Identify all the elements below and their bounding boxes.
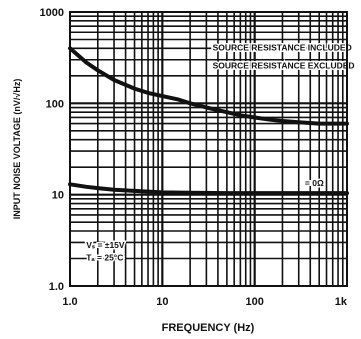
annotations: SOURCE RESISTANCE INCLUDED SOURCE RESISTA…: [85, 41, 356, 264]
annotation-label: SOURCE RESISTANCE EXCLUDED: [213, 61, 355, 71]
y-tick-label: 10: [52, 190, 64, 202]
plot-background: [70, 12, 347, 286]
annotation-label: Vₛ = ±15V: [86, 240, 125, 250]
x-tick-label: 100: [245, 296, 263, 308]
series-group: [68, 46, 349, 196]
x-tick-label: 1.0: [62, 296, 77, 308]
x-tick-label: 1k: [335, 296, 348, 308]
y-axis-title: INPUT NOISE VOLTAGE (nV/√Hz): [12, 79, 22, 220]
noise-curve: [68, 182, 349, 196]
annotation-label: = 0Ω: [305, 178, 324, 188]
y-tick-label: 100: [46, 98, 64, 110]
annotation-label: Tₐ = 25°C: [86, 253, 123, 263]
y-tick-label: 1.0: [49, 281, 64, 293]
y-tick-labels: 1.0 10 100 1000: [40, 7, 64, 293]
noise-curve: [68, 46, 349, 126]
plot-frame: [69, 11, 348, 287]
x-tick-labels: 1.0 10 100 1k: [62, 296, 348, 308]
annotation-label: SOURCE RESISTANCE INCLUDED: [213, 42, 352, 52]
y-tick-label: 1000: [40, 7, 64, 19]
x-axis-title: FREQUENCY (Hz): [162, 322, 255, 334]
x-tick-label: 10: [156, 296, 168, 308]
